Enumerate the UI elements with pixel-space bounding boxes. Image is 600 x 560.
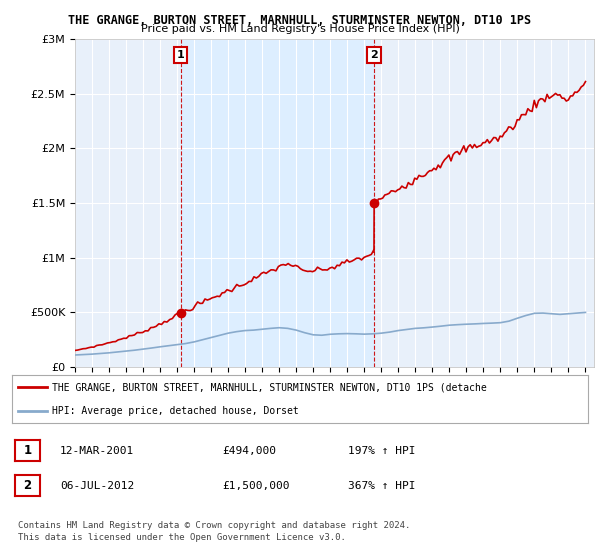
Text: This data is licensed under the Open Government Licence v3.0.: This data is licensed under the Open Gov…: [18, 533, 346, 542]
Bar: [181, 39, 374, 367]
Text: HPI: Average price, detached house, Dorset: HPI: Average price, detached house, Dors…: [52, 406, 299, 416]
Text: 2: 2: [370, 50, 378, 60]
Text: Price paid vs. HM Land Registry's House Price Index (HPI): Price paid vs. HM Land Registry's House …: [140, 24, 460, 34]
Text: 367% ↑ HPI: 367% ↑ HPI: [348, 480, 415, 491]
Text: THE GRANGE, BURTON STREET, MARNHULL, STURMINSTER NEWTON, DT10 1PS: THE GRANGE, BURTON STREET, MARNHULL, STU…: [68, 14, 532, 27]
Text: 06-JUL-2012: 06-JUL-2012: [60, 480, 134, 491]
Text: Contains HM Land Registry data © Crown copyright and database right 2024.: Contains HM Land Registry data © Crown c…: [18, 521, 410, 530]
Text: 2: 2: [23, 479, 32, 492]
Text: £1,500,000: £1,500,000: [222, 480, 290, 491]
Text: 197% ↑ HPI: 197% ↑ HPI: [348, 446, 415, 456]
Text: 12-MAR-2001: 12-MAR-2001: [60, 446, 134, 456]
Text: £494,000: £494,000: [222, 446, 276, 456]
Text: THE GRANGE, BURTON STREET, MARNHULL, STURMINSTER NEWTON, DT10 1PS (detache: THE GRANGE, BURTON STREET, MARNHULL, STU…: [52, 382, 487, 392]
Text: 1: 1: [23, 444, 32, 458]
Text: 1: 1: [176, 50, 184, 60]
